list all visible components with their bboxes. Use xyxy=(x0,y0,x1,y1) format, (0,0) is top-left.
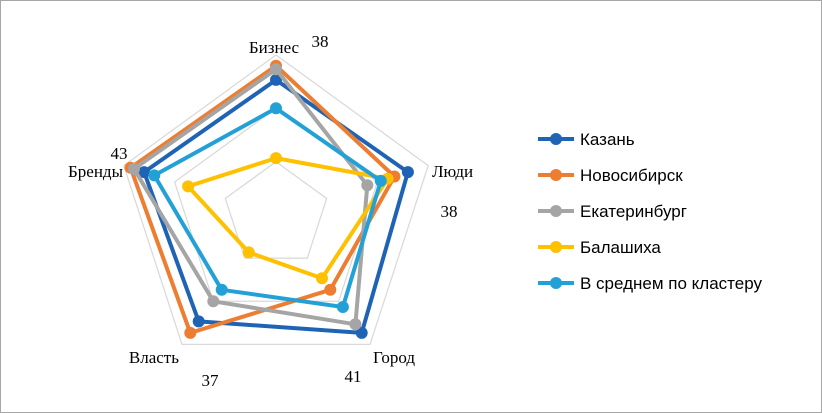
legend: Казань Новосибирск Екатеринбург Балашиха В с… xyxy=(538,130,762,293)
value-label-gorod: 41 xyxy=(345,367,362,386)
axis-label-lyudi: Люди xyxy=(432,162,473,181)
value-label-brendy: 43 xyxy=(111,144,128,163)
series-3-point-4 xyxy=(207,295,220,308)
series-5-point-3 xyxy=(336,301,349,313)
series-4-point-1 xyxy=(270,152,282,165)
value-labels: 38 38 41 37 43 xyxy=(111,32,458,390)
legend-swatch-marker xyxy=(550,277,562,289)
value-label-biznes: 38 xyxy=(312,32,329,51)
legend-swatch-marker xyxy=(550,241,562,253)
legend-swatch-marker xyxy=(550,205,562,217)
legend-swatch-marker xyxy=(550,169,562,181)
series-line-5 xyxy=(152,106,383,309)
series-5-point-2 xyxy=(374,174,387,187)
legend-label: Екатеринбург xyxy=(580,202,687,221)
legend-label: Казань xyxy=(580,130,635,149)
value-label-lyudi: 38 xyxy=(441,202,458,221)
legend-label: В среднем по кластеру xyxy=(580,274,762,293)
series-2-point-4 xyxy=(184,326,197,339)
legend-item-1: Казань xyxy=(538,130,635,149)
series-4-point-4 xyxy=(242,246,255,259)
series-2-point-3 xyxy=(324,283,337,296)
grid-ring-3 xyxy=(123,54,429,346)
axis-labels: Бизнес Люди Город Власть Бренды xyxy=(68,38,473,367)
series-layer xyxy=(124,59,414,339)
series-1-point-1 xyxy=(270,73,282,86)
axis-label-brendy: Бренды xyxy=(68,162,124,181)
series-4-point-5 xyxy=(182,180,195,193)
series-1-point-5 xyxy=(138,166,151,179)
axis-label-vlast: Власть xyxy=(129,348,179,367)
legend-item-3: Екатеринбург xyxy=(538,202,687,221)
series-3-point-3 xyxy=(349,318,362,331)
series-3 xyxy=(128,63,374,331)
series-line-4 xyxy=(186,156,390,281)
legend-item-5: В среднем по кластеру xyxy=(538,274,762,293)
series-line-1 xyxy=(142,77,410,335)
series-1-point-4 xyxy=(192,315,205,328)
grid-ring-1 xyxy=(224,160,328,259)
series-4-point-3 xyxy=(316,272,328,285)
series-3-point-1 xyxy=(270,63,282,76)
series-3-point-2 xyxy=(361,179,374,192)
axis-label-biznes: Бизнес xyxy=(249,38,300,57)
series-line-2 xyxy=(128,63,397,335)
legend-item-2: Новосибирск xyxy=(538,166,683,185)
axis-label-gorod: Город xyxy=(373,348,415,367)
series-line-3 xyxy=(132,67,370,327)
grid-ring-2 xyxy=(173,107,379,302)
legend-swatch-marker xyxy=(550,133,562,145)
series-5-point-5 xyxy=(148,169,161,182)
series-1-point-2 xyxy=(401,166,414,179)
series-1 xyxy=(138,73,414,339)
legend-item-4: Балашиха xyxy=(538,238,661,257)
series-5-point-4 xyxy=(215,283,228,296)
series-3-point-5 xyxy=(128,162,140,175)
legend-label: Балашиха xyxy=(580,238,661,257)
series-5-point-1 xyxy=(270,102,282,115)
value-label-vlast: 37 xyxy=(202,371,220,390)
series-1-point-3 xyxy=(355,326,368,339)
legend-label: Новосибирск xyxy=(580,166,683,185)
series-5 xyxy=(148,102,387,313)
grid-layer xyxy=(123,54,429,346)
